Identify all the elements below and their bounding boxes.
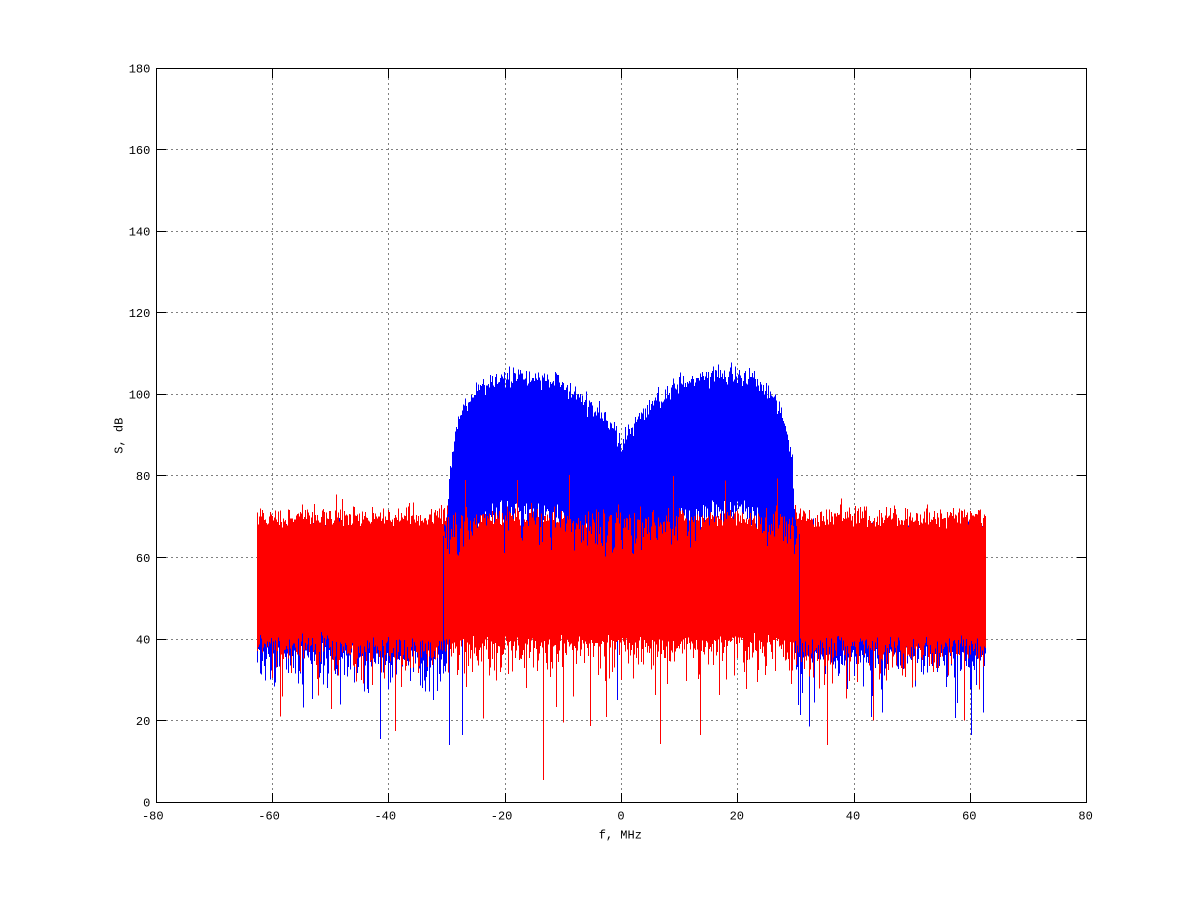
svg-text:f, MHz: f, MHz: [599, 829, 642, 843]
svg-text:-20: -20: [491, 810, 513, 824]
svg-text:-80: -80: [142, 810, 164, 824]
svg-text:20: 20: [136, 715, 150, 729]
svg-text:S, dB: S, dB: [112, 418, 126, 454]
svg-text:180: 180: [129, 62, 151, 76]
svg-text:-60: -60: [258, 810, 280, 824]
svg-text:20: 20: [730, 810, 744, 824]
svg-text:60: 60: [136, 552, 150, 566]
svg-text:80: 80: [1078, 810, 1092, 824]
svg-text:60: 60: [962, 810, 976, 824]
svg-text:0: 0: [143, 797, 150, 811]
svg-text:40: 40: [846, 810, 860, 824]
svg-text:40: 40: [136, 633, 150, 647]
svg-text:-40: -40: [374, 810, 396, 824]
svg-text:140: 140: [129, 226, 151, 240]
svg-text:120: 120: [129, 307, 151, 321]
svg-text:160: 160: [129, 144, 151, 158]
svg-text:0: 0: [617, 810, 624, 824]
svg-text:80: 80: [136, 470, 150, 484]
svg-text:100: 100: [129, 389, 151, 403]
